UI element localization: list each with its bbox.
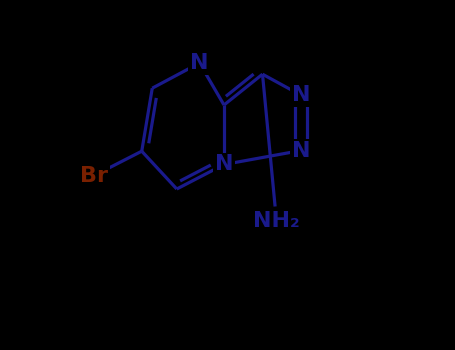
Text: N: N bbox=[292, 140, 310, 161]
Text: N: N bbox=[292, 85, 310, 105]
Text: Br: Br bbox=[80, 166, 108, 186]
Text: NH₂: NH₂ bbox=[253, 211, 300, 231]
Text: N: N bbox=[215, 154, 233, 175]
Text: N: N bbox=[190, 53, 209, 73]
